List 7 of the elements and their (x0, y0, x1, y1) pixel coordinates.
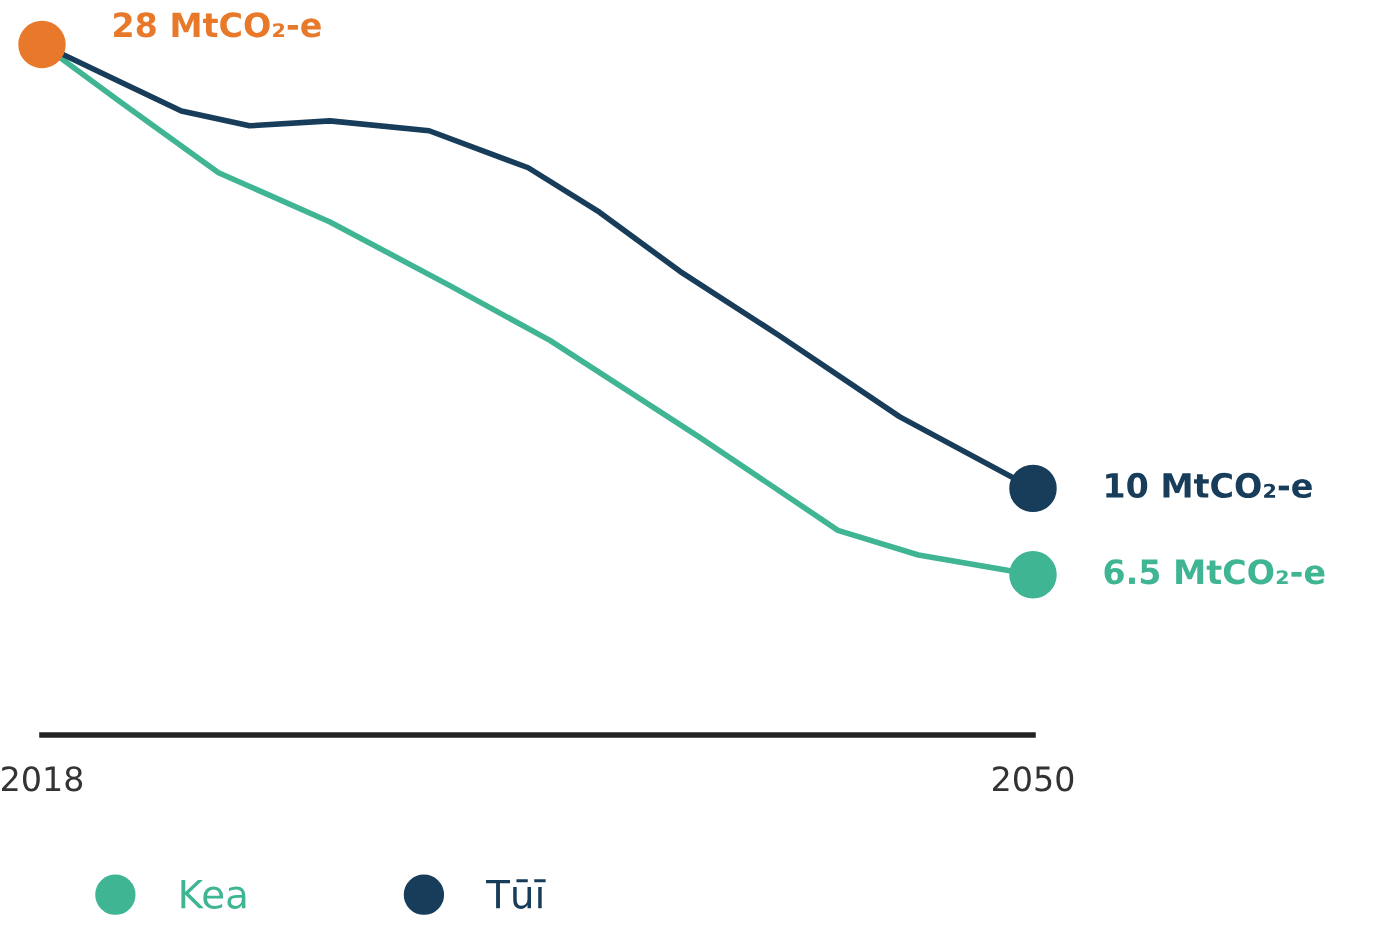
data-label: 28 MtCO₂-e (114, 12, 321, 38)
legend-label: Kea (181, 879, 246, 909)
x-tick-label: 2050 (993, 766, 1074, 792)
legend-label: Tūī (486, 879, 546, 909)
data-label: 6.5 MtCO₂-e (1104, 559, 1325, 585)
x-tick-label: 2018 (2, 766, 83, 792)
data-label: 10 MtCO₂-e (1106, 472, 1312, 499)
